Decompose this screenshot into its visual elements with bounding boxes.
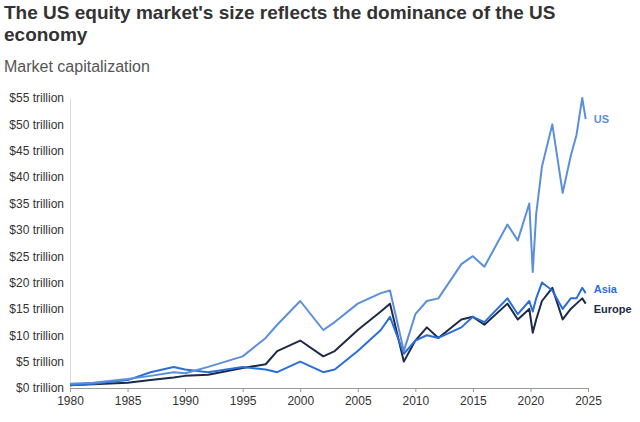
x-tick-label: 2025 — [575, 394, 602, 408]
x-tick-label: 1980 — [57, 394, 84, 408]
y-tick-label: $10 trillion — [9, 329, 64, 343]
end-labels: US Asia Europe — [594, 113, 632, 316]
y-tick: $30 trillion — [9, 223, 70, 237]
y-tick-label: $55 trillion — [9, 91, 64, 105]
y-tick-label: $25 trillion — [9, 250, 64, 264]
series-line — [70, 283, 586, 386]
x-tick-mark — [530, 388, 531, 392]
x-tick: 1985 — [115, 388, 142, 408]
x-tick-mark — [415, 388, 416, 392]
subtitle: Market capitalization — [4, 58, 150, 75]
x-tick-label: 2010 — [402, 394, 429, 408]
y-tick-label: $45 trillion — [9, 144, 64, 158]
x-tick-label: 2000 — [287, 394, 314, 408]
y-tick: $10 trillion — [9, 329, 70, 343]
y-tick: $55 trillion — [9, 91, 70, 105]
x-tick-mark — [243, 388, 244, 392]
x-axis-line — [71, 388, 589, 389]
y-tick: $50 trillion — [9, 118, 70, 132]
x-tick-mark — [473, 388, 474, 392]
y-tick-label: $40 trillion — [9, 170, 64, 184]
y-tick: $20 trillion — [9, 276, 70, 290]
x-tick: 2005 — [345, 388, 372, 408]
x-tick: 2000 — [287, 388, 314, 408]
series-label: Europe — [594, 303, 632, 315]
y-tick: $5 trillion — [16, 355, 70, 369]
x-tick: 2010 — [402, 388, 429, 408]
x-axis: 1980 1985 1990 1995 2000 2005 2010 2015 2020 2025 — [57, 388, 602, 408]
x-tick-mark — [300, 388, 301, 392]
x-tick-label: 2015 — [460, 394, 487, 408]
x-tick-mark — [70, 388, 71, 392]
y-tick: $25 trillion — [9, 250, 70, 264]
y-tick-label: $5 trillion — [16, 355, 64, 369]
x-tick-mark — [128, 388, 129, 392]
x-tick-label: 2020 — [518, 394, 545, 408]
lines — [70, 98, 586, 385]
series-label: US — [594, 113, 609, 125]
x-tick-mark — [588, 388, 589, 392]
y-axis: $0 trillion$5 trillion$10 trillion$15 tr… — [9, 91, 70, 395]
x-tick-label: 2005 — [345, 394, 372, 408]
y-axis-line — [70, 99, 71, 389]
x-tick: 2015 — [460, 388, 487, 408]
series-label: Asia — [594, 283, 618, 295]
y-tick: $15 trillion — [9, 302, 70, 316]
y-tick-label: $15 trillion — [9, 302, 64, 316]
title: The US equity market's size reflects the… — [4, 2, 555, 45]
y-tick: $40 trillion — [9, 170, 70, 184]
y-tick-label: $35 trillion — [9, 197, 64, 211]
x-tick-label: 1995 — [230, 394, 257, 408]
y-tick-label: $30 trillion — [9, 223, 64, 237]
y-tick: $45 trillion — [9, 144, 70, 158]
x-tick: 2025 — [575, 388, 602, 408]
x-tick-label: 1990 — [172, 394, 199, 408]
y-tick-label: $50 trillion — [9, 118, 64, 132]
x-tick-mark — [358, 388, 359, 392]
x-tick-label: 1985 — [115, 394, 142, 408]
x-tick: 1995 — [230, 388, 257, 408]
y-tick: $35 trillion — [9, 197, 70, 211]
series-line — [70, 98, 586, 384]
x-tick: 1990 — [172, 388, 199, 408]
x-tick: 1980 — [57, 388, 84, 408]
y-tick-label: $20 trillion — [9, 276, 64, 290]
x-tick: 2020 — [518, 388, 545, 408]
x-tick-mark — [185, 388, 186, 392]
chart: The US equity market's size reflects the… — [0, 0, 640, 422]
